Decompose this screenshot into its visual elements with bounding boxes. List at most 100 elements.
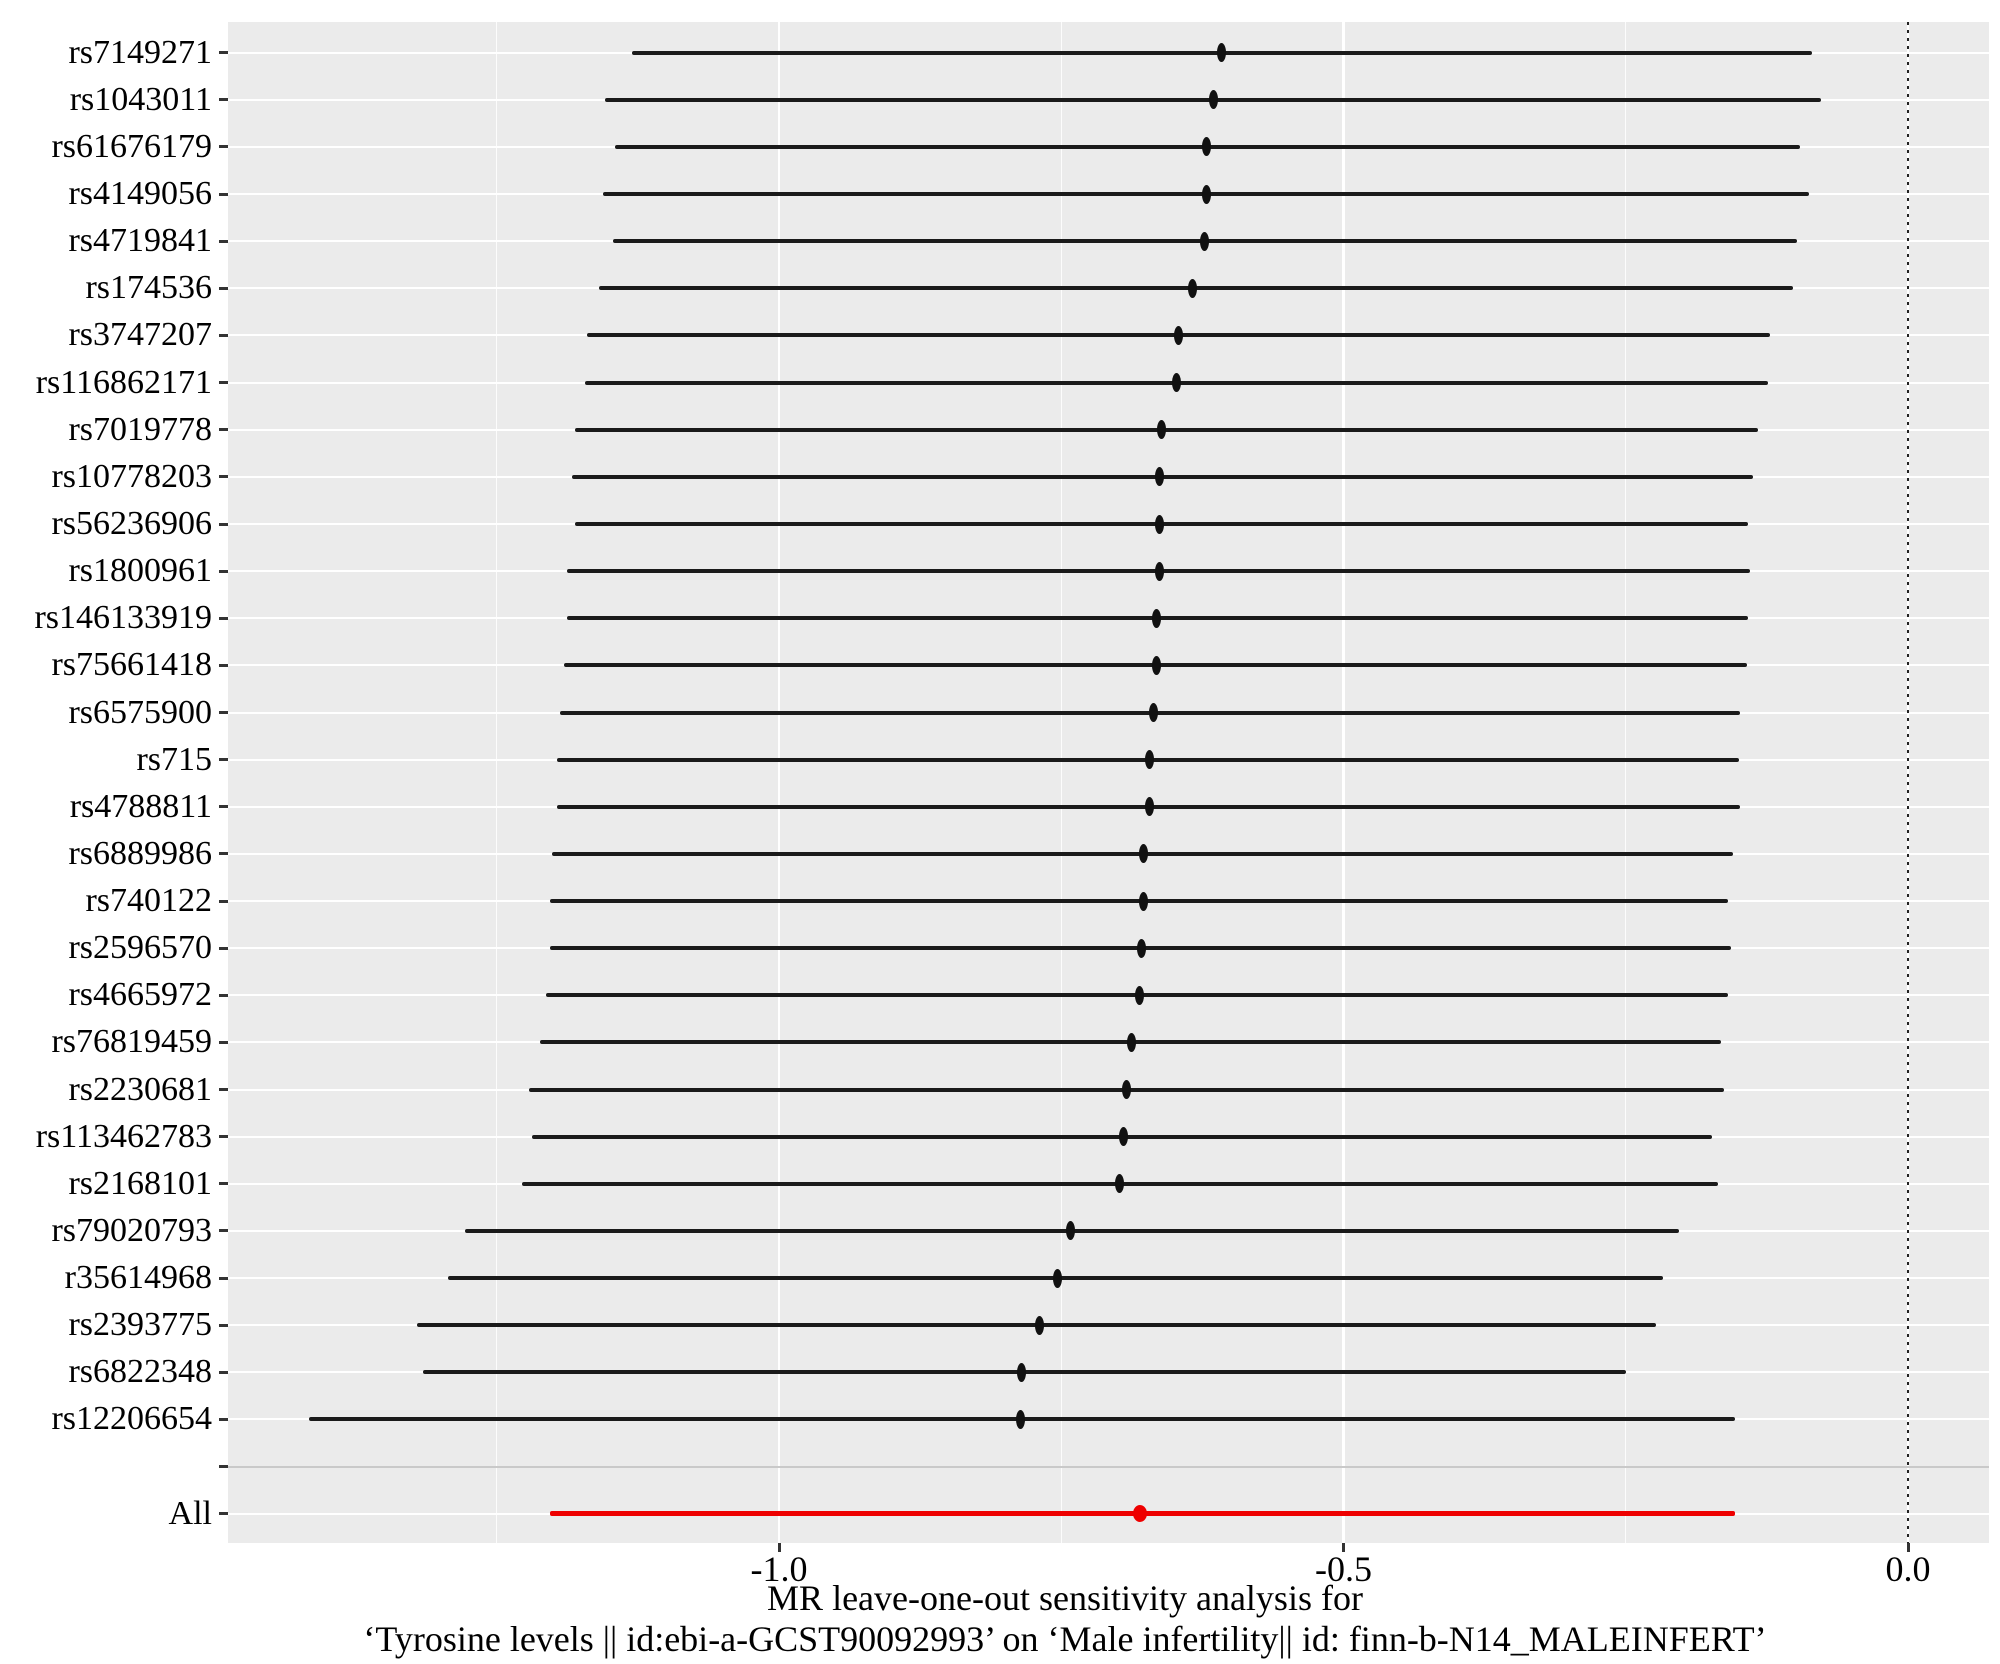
y-axis-label: rs116862171	[35, 363, 212, 401]
estimate-dot	[1144, 750, 1154, 770]
zero-reference-line	[1907, 22, 1909, 1543]
y-axis-label: rs4149056	[68, 175, 212, 213]
estimate-dot	[1144, 797, 1154, 817]
estimate-dot	[1136, 938, 1146, 958]
y-axis-label: rs7149271	[68, 33, 212, 71]
y-axis-label: rs4719841	[68, 222, 212, 260]
estimate-dot	[1122, 1080, 1132, 1100]
x-axis-title-line1: MR leave-one-out sensitivity analysis fo…	[767, 1578, 1363, 1618]
y-axis-label-all: All	[168, 1494, 212, 1532]
y-tick-mark	[219, 381, 228, 385]
y-tick-mark	[219, 1040, 228, 1044]
x-tick-label: -1.0	[750, 1549, 808, 1589]
y-axis-label: r35614968	[64, 1259, 212, 1297]
x-tick-mark	[1342, 1543, 1345, 1552]
y-axis-label: rs174536	[85, 269, 212, 307]
y-tick-mark	[219, 1323, 228, 1327]
x-axis-title: MR leave-one-out sensitivity analysis fo…	[228, 1578, 1902, 1660]
vertical-minor-gridline	[1625, 22, 1627, 1543]
y-tick-mark	[219, 1088, 228, 1092]
y-tick-mark	[219, 899, 228, 903]
estimate-dot	[1035, 1315, 1045, 1335]
x-axis-title-line2: ‘Tyrosine levels || id:ebi-a-GCST9009299…	[363, 1619, 1767, 1659]
y-tick-mark	[219, 569, 228, 573]
y-axis-label: rs12206654	[51, 1400, 212, 1438]
estimate-dot	[1118, 1127, 1128, 1147]
y-tick-mark	[219, 1370, 228, 1374]
estimate-dot	[1154, 561, 1164, 581]
estimate-dot	[1149, 703, 1159, 723]
y-axis-label: rs146133919	[34, 599, 212, 637]
estimate-dot	[1151, 655, 1161, 675]
estimate-dot	[1139, 891, 1149, 911]
y-axis-label: rs4788811	[69, 787, 212, 825]
y-axis-label: rs75661418	[51, 646, 212, 684]
estimate-dot	[1200, 231, 1210, 251]
y-axis-label: rs2393775	[68, 1306, 212, 1344]
plot-panel	[228, 22, 1989, 1543]
y-axis-label: rs2168101	[68, 1164, 212, 1202]
estimate-dot	[1157, 420, 1167, 440]
y-axis-label: rs6575900	[68, 693, 212, 731]
y-axis-label: rs4665972	[68, 976, 212, 1014]
ci-line	[549, 899, 1729, 904]
y-axis-label: rs76819459	[51, 1023, 212, 1061]
y-tick-mark	[219, 1229, 228, 1233]
x-tick-label: -0.5	[1315, 1549, 1372, 1589]
y-axis-label: rs740122	[85, 882, 212, 920]
vertical-major-gridline	[777, 22, 781, 1543]
y-axis-label: rs1800961	[68, 552, 212, 590]
estimate-dot	[1139, 844, 1149, 864]
y-axis-label: rs6889986	[68, 834, 212, 872]
estimate-dot	[1154, 467, 1164, 487]
x-tick-label: 0.0	[1885, 1549, 1931, 1589]
y-tick-mark	[219, 333, 228, 337]
estimate-dot	[1209, 90, 1219, 110]
estimate-dot	[1154, 514, 1164, 534]
estimate-dot	[1134, 985, 1144, 1005]
estimate-dot	[1053, 1268, 1063, 1288]
y-axis-label: rs113462783	[35, 1117, 212, 1155]
y-tick-mark	[219, 192, 228, 196]
y-tick-mark	[219, 1512, 228, 1516]
y-axis-label: rs56236906	[51, 505, 212, 542]
estimate-dot	[1202, 184, 1212, 204]
y-tick-mark	[219, 993, 228, 997]
y-axis-label: rs2230681	[68, 1070, 212, 1108]
y-tick-mark	[219, 286, 228, 290]
y-axis-label: rs79020793	[51, 1211, 212, 1249]
y-tick-mark	[219, 1182, 228, 1186]
estimate-dot	[1151, 608, 1161, 628]
y-tick-mark	[219, 711, 228, 715]
estimate-dot	[1187, 278, 1197, 298]
y-tick-mark	[219, 946, 228, 950]
y-tick-mark	[219, 852, 228, 856]
y-tick-mark	[219, 239, 228, 243]
estimate-dot	[1017, 1362, 1027, 1382]
estimate-dot	[1126, 1032, 1136, 1052]
y-tick-mark	[219, 1417, 228, 1421]
y-tick-mark	[219, 1276, 228, 1280]
y-tick-mark	[219, 1135, 228, 1139]
y-axis-label: rs1043011	[69, 80, 212, 118]
y-tick-mark	[219, 805, 228, 809]
y-axis-label: rs10778203	[51, 457, 212, 495]
x-tick-mark	[1906, 1543, 1910, 1552]
estimate-dot	[1065, 1221, 1075, 1241]
y-tick-mark	[219, 522, 228, 526]
vertical-major-gridline	[1342, 22, 1345, 1543]
estimate-dot	[1016, 1409, 1026, 1429]
ci-line	[574, 427, 1758, 432]
y-tick-mark	[219, 428, 228, 432]
estimate-dot	[1174, 325, 1184, 345]
y-tick-mark	[219, 663, 228, 667]
x-tick-mark	[777, 1543, 781, 1552]
row-separator-line	[228, 1465, 1989, 1468]
y-tick-mark	[219, 758, 228, 762]
y-axis-label: rs2596570	[68, 929, 212, 967]
estimate-dot	[1202, 137, 1212, 157]
y-axis-label: rs6822348	[68, 1353, 212, 1391]
y-tick-mark	[219, 145, 228, 149]
y-tick-mark	[219, 51, 228, 55]
